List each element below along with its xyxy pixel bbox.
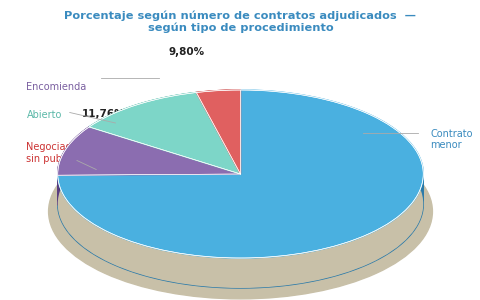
Polygon shape <box>196 90 240 122</box>
Text: Negociado
sin publicidad: Negociado sin publicidad <box>26 142 94 164</box>
Text: 3,92%: 3,92% <box>58 182 94 192</box>
Ellipse shape <box>48 124 432 299</box>
Polygon shape <box>58 90 422 258</box>
Polygon shape <box>58 174 422 288</box>
Text: Abierto: Abierto <box>26 110 62 121</box>
Polygon shape <box>196 90 240 174</box>
Text: Contrato
menor: Contrato menor <box>430 129 472 150</box>
Polygon shape <box>89 92 196 157</box>
Text: 75,51%: 75,51% <box>264 148 307 158</box>
Text: 9,80%: 9,80% <box>168 46 204 57</box>
Text: Porcentaje según número de contratos adjudicados  —: Porcentaje según número de contratos adj… <box>64 11 416 21</box>
Ellipse shape <box>58 120 422 288</box>
Polygon shape <box>89 92 240 174</box>
Text: Encomienda: Encomienda <box>26 82 86 92</box>
Text: según tipo de procedimiento: según tipo de procedimiento <box>147 22 333 33</box>
Text: 11,76%: 11,76% <box>82 109 125 119</box>
Polygon shape <box>58 127 240 175</box>
Polygon shape <box>58 127 89 204</box>
